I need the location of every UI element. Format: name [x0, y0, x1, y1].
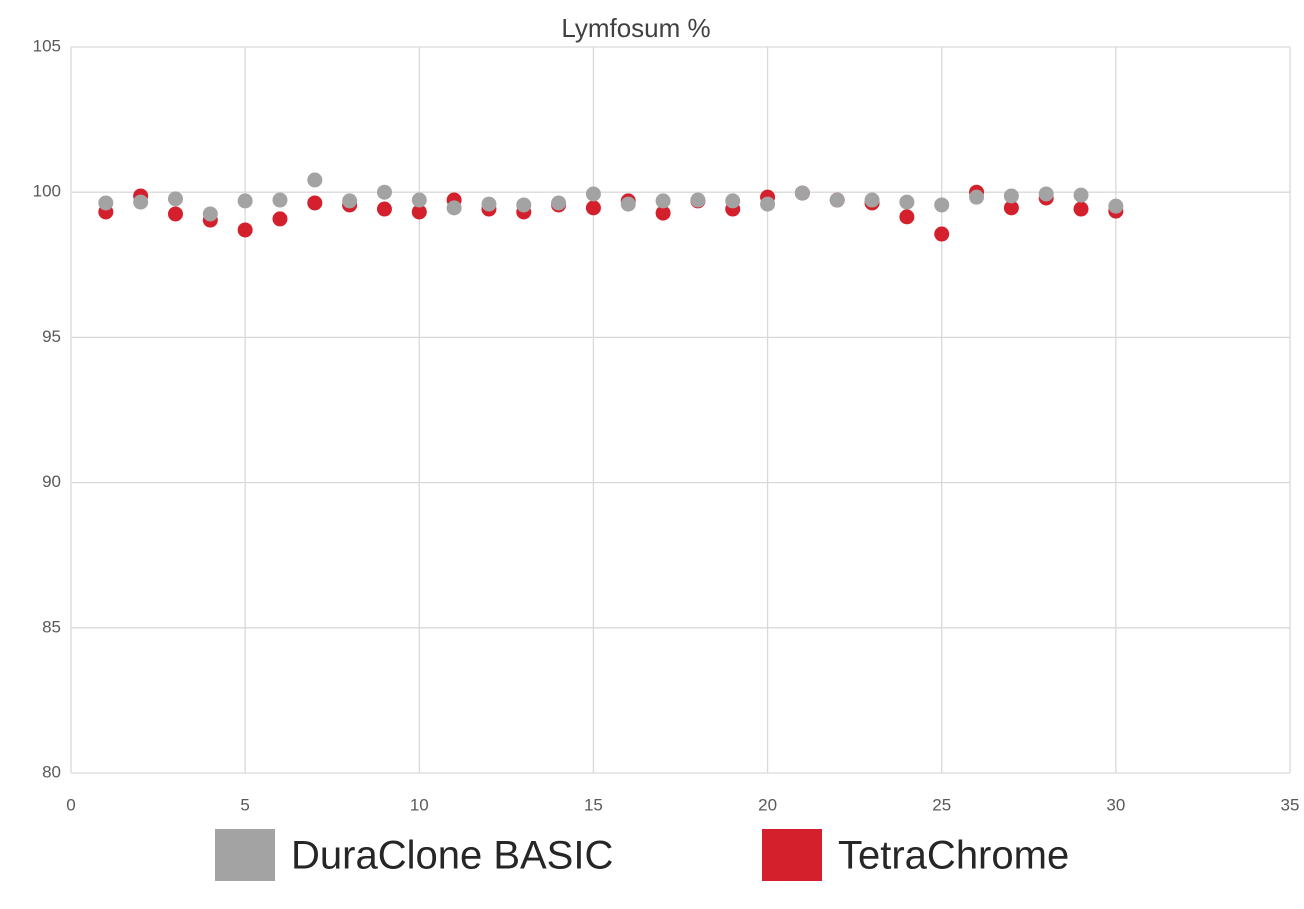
point — [1038, 186, 1054, 202]
y-tick-label: 85 — [42, 617, 61, 636]
point — [551, 195, 567, 211]
legend-label: DuraClone BASIC — [291, 834, 613, 878]
point — [376, 184, 392, 200]
point — [202, 206, 218, 222]
point — [98, 195, 114, 211]
point — [725, 193, 741, 209]
point — [1073, 187, 1089, 203]
point — [167, 191, 183, 207]
point — [1073, 201, 1089, 217]
point — [342, 193, 358, 209]
point — [307, 195, 323, 211]
point — [934, 197, 950, 213]
point — [481, 196, 497, 212]
point — [899, 194, 915, 210]
point — [690, 192, 706, 208]
marks — [98, 172, 1124, 242]
x-tick-label: 15 — [584, 795, 603, 814]
x-tick-label: 35 — [1281, 795, 1300, 814]
legend: DuraClone BASIC TetraChrome — [215, 829, 1069, 881]
point — [585, 186, 601, 202]
point — [446, 200, 462, 216]
point — [829, 192, 845, 208]
point — [411, 204, 427, 220]
y-tick-label: 95 — [42, 327, 61, 346]
point — [167, 206, 183, 222]
point — [760, 196, 776, 212]
y-tick-label: 80 — [42, 762, 61, 781]
x-tick-label: 0 — [66, 795, 75, 814]
point — [655, 205, 671, 221]
point — [864, 192, 880, 208]
point — [237, 193, 253, 209]
x-tick-label: 5 — [240, 795, 249, 814]
point — [794, 185, 810, 201]
point — [272, 211, 288, 227]
point — [620, 196, 636, 212]
y-tick-label: 90 — [42, 472, 61, 491]
grid: 80 85 90 95 100 105 0 5 10 15 20 25 30 35 — [33, 36, 1300, 814]
chart-title: Lymfosum % — [561, 13, 710, 43]
point — [307, 172, 323, 188]
point — [411, 192, 427, 208]
point — [899, 209, 915, 225]
point — [1003, 200, 1019, 216]
point — [1003, 188, 1019, 204]
legend-swatch — [215, 829, 275, 881]
x-tick-label: 25 — [932, 795, 951, 814]
point — [237, 222, 253, 238]
point — [133, 194, 149, 210]
y-tick-label: 105 — [33, 36, 61, 55]
point — [655, 193, 671, 209]
legend-swatch — [762, 829, 822, 881]
x-tick-label: 30 — [1106, 795, 1125, 814]
point — [1108, 198, 1124, 214]
point — [516, 197, 532, 213]
y-tick-label: 100 — [33, 182, 61, 201]
point — [272, 192, 288, 208]
legend-label: TetraChrome — [838, 834, 1069, 878]
point — [585, 200, 601, 216]
x-tick-label: 10 — [410, 795, 429, 814]
point — [376, 201, 392, 217]
x-tick-label: 20 — [758, 795, 777, 814]
point — [934, 226, 950, 242]
point — [969, 189, 985, 205]
